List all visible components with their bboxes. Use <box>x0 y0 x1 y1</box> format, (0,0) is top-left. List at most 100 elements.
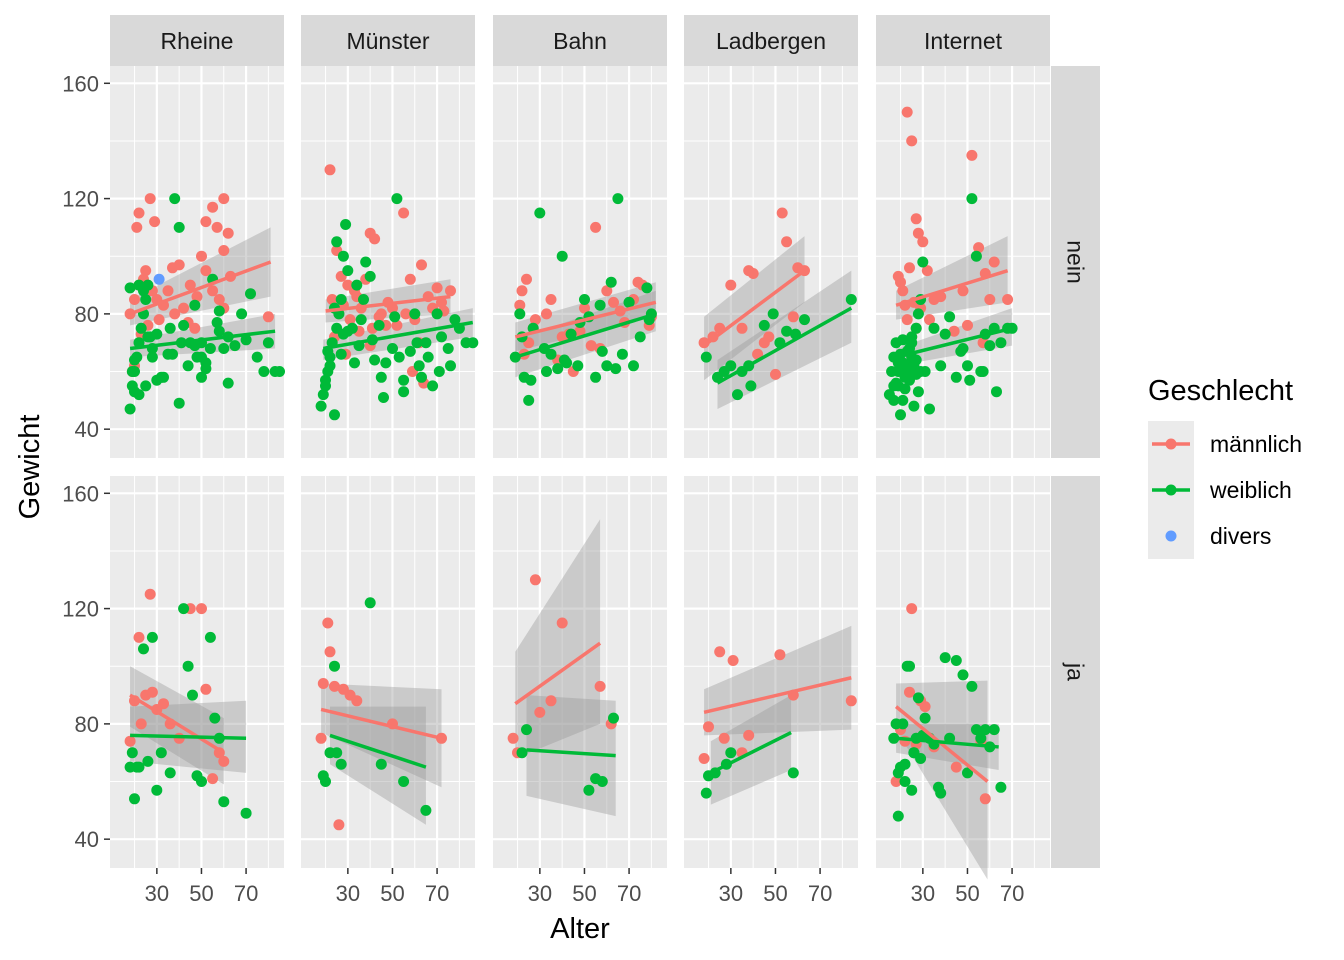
data-point-weiblich <box>928 322 940 334</box>
data-point-weiblich <box>315 400 327 412</box>
data-point-männlich <box>904 262 915 274</box>
data-point-weiblich <box>919 712 931 724</box>
data-point-männlich <box>534 706 546 718</box>
data-point-weiblich <box>799 314 810 326</box>
confidence-band-männlich <box>515 519 601 759</box>
facet-strip-label: Internet <box>924 28 1003 54</box>
data-point-weiblich <box>164 322 176 334</box>
legend-key-point <box>1165 530 1177 542</box>
facet-panel <box>110 66 285 458</box>
data-point-weiblich <box>364 270 376 282</box>
data-point-weiblich <box>436 331 447 343</box>
data-point-weiblich <box>534 207 546 219</box>
data-point-weiblich <box>178 603 190 615</box>
y-tick-label: 160 <box>62 481 99 506</box>
legend: Geschlecht männlich weiblich divers <box>1148 375 1302 559</box>
data-point-männlich <box>973 242 985 254</box>
data-point-weiblich <box>196 776 207 787</box>
data-point-weiblich <box>126 747 138 759</box>
data-point-männlich <box>776 207 788 219</box>
data-point-männlich <box>153 314 165 326</box>
data-point-weiblich <box>146 351 158 363</box>
facet-panel <box>301 66 479 458</box>
data-point-weiblich <box>915 753 927 764</box>
data-point-weiblich <box>135 322 147 334</box>
data-point-weiblich <box>912 692 924 704</box>
data-point-weiblich <box>970 724 982 736</box>
data-point-weiblich <box>258 366 270 377</box>
row-strip-label: ja <box>1063 662 1089 681</box>
data-point-weiblich <box>413 360 425 372</box>
data-point-weiblich <box>151 328 163 340</box>
data-point-männlich <box>725 279 737 291</box>
data-point-männlich <box>910 213 922 225</box>
data-point-männlich <box>400 308 412 320</box>
data-point-männlich <box>521 273 532 285</box>
data-point-weiblich <box>897 718 909 730</box>
x-tick-label: 70 <box>425 881 449 906</box>
data-point-männlich <box>416 259 427 271</box>
data-point-männlich <box>445 285 456 297</box>
data-point-männlich <box>124 735 136 747</box>
data-point-weiblich <box>229 340 241 352</box>
facet-panel <box>684 66 858 458</box>
trend-line-männlich <box>514 641 602 706</box>
data-point-männlich <box>207 285 219 297</box>
data-point-weiblich <box>892 767 904 779</box>
data-point-männlich <box>262 311 274 323</box>
data-point-weiblich <box>213 325 225 337</box>
data-point-weiblich <box>389 311 401 323</box>
data-point-weiblich <box>944 311 956 323</box>
data-point-weiblich <box>641 282 653 294</box>
data-point-weiblich <box>991 386 1002 398</box>
data-point-weiblich <box>274 366 285 377</box>
data-point-weiblich <box>964 374 976 386</box>
data-point-weiblich <box>200 363 212 375</box>
data-point-männlich <box>140 265 152 277</box>
data-point-männlich <box>324 646 336 658</box>
data-point-männlich <box>324 164 336 176</box>
data-point-weiblich <box>340 219 352 230</box>
data-point-weiblich <box>442 343 454 354</box>
data-point-weiblich <box>133 389 145 401</box>
data-point-weiblich <box>605 276 617 288</box>
data-point-männlich <box>698 753 710 764</box>
panel-background <box>493 66 667 458</box>
data-point-männlich <box>196 250 207 262</box>
x-tick-label: 50 <box>955 881 979 906</box>
x-tick-label: 50 <box>763 881 787 906</box>
data-point-männlich <box>344 314 356 326</box>
data-point-weiblich <box>375 758 387 770</box>
data-point-weiblich <box>393 351 405 363</box>
data-point-weiblich <box>579 294 590 305</box>
data-point-männlich <box>541 308 552 320</box>
data-point-männlich <box>736 322 748 334</box>
data-point-weiblich <box>173 397 185 409</box>
data-point-weiblich <box>420 337 432 349</box>
data-point-männlich <box>703 721 714 733</box>
data-point-weiblich <box>892 810 904 822</box>
facet-panel <box>110 476 284 868</box>
facet-strip-3 <box>684 15 858 66</box>
trend-line-weiblich <box>716 306 853 385</box>
y-tick-label: 80 <box>75 712 99 737</box>
data-point-weiblich <box>355 314 367 326</box>
data-point-weiblich <box>317 389 329 401</box>
data-point-weiblich <box>236 308 248 320</box>
data-point-männlich <box>322 617 334 629</box>
data-point-weiblich <box>966 680 978 692</box>
data-point-weiblich <box>935 787 947 799</box>
data-point-weiblich <box>240 807 252 819</box>
data-point-weiblich <box>924 403 935 415</box>
data-point-weiblich <box>523 394 535 406</box>
data-point-weiblich <box>970 250 982 262</box>
data-point-weiblich <box>398 374 410 386</box>
data-point-männlich <box>404 273 416 285</box>
data-point-weiblich <box>262 337 274 349</box>
data-point-weiblich <box>583 784 595 796</box>
data-point-männlich <box>906 603 918 615</box>
data-point-männlich <box>921 265 933 277</box>
data-point-weiblich <box>910 354 922 366</box>
data-point-männlich <box>529 574 541 586</box>
data-point-weiblich <box>129 354 140 366</box>
